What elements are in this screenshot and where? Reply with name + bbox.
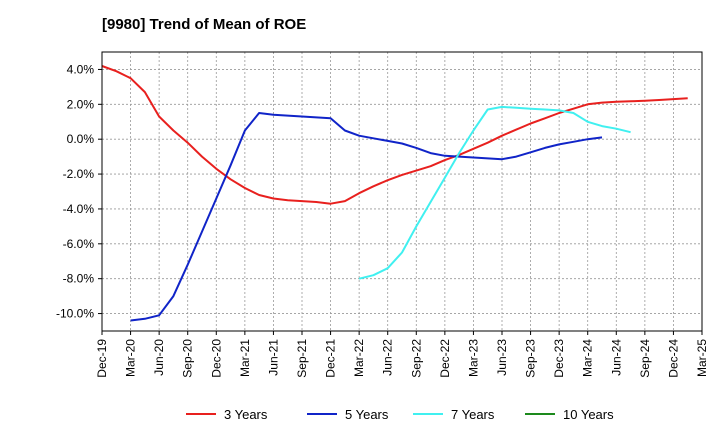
y-tick-label: -2.0% <box>63 167 95 181</box>
series-line-7-years <box>358 105 631 280</box>
legend-label: 7 Years <box>451 407 495 422</box>
series-layer <box>101 65 688 322</box>
x-tick-label: Jun-22 <box>381 339 395 376</box>
x-tick-label: Jun-20 <box>152 339 166 376</box>
legend-label: 10 Years <box>563 407 614 422</box>
x-tick-label: Dec-22 <box>438 339 452 378</box>
x-tick-label: Dec-23 <box>552 339 566 378</box>
x-tick-label: Jun-23 <box>495 339 509 376</box>
x-tick-label: Sep-23 <box>524 339 538 378</box>
x-tick-label: Mar-22 <box>352 339 366 377</box>
y-axis: 4.0% 2.0% 0.0% -2.0% -4.0% -6.0% -8.0% -10.0% <box>56 62 102 321</box>
y-tick-label: 0.0% <box>67 132 95 146</box>
y-tick-label: -8.0% <box>63 272 95 286</box>
y-tick-label: -10.0% <box>56 307 94 321</box>
x-tick-label: Jun-21 <box>266 339 280 376</box>
y-tick-label: -6.0% <box>63 237 95 251</box>
legend-label: 3 Years <box>224 407 268 422</box>
x-tick-label: Dec-21 <box>324 339 338 378</box>
x-tick-label: Dec-19 <box>95 339 109 378</box>
y-tick-label: 4.0% <box>67 62 95 76</box>
x-tick-label: Sep-22 <box>409 339 423 378</box>
x-tick-label: Mar-25 <box>695 339 709 377</box>
legend-label: 5 Years <box>345 407 389 422</box>
x-tick-label: Dec-20 <box>209 339 223 378</box>
x-axis: Dec-19 Mar-20 Jun-20 Sep-20 Dec-20 Mar-21 Jun-… <box>95 331 709 378</box>
x-tick-label: Mar-23 <box>466 339 480 377</box>
x-tick-label: Sep-20 <box>181 339 195 378</box>
x-tick-label: Sep-24 <box>638 339 652 378</box>
chart-title: [9980] Trend of Mean of ROE <box>102 16 306 33</box>
series-line-5-years <box>130 112 603 322</box>
x-tick-label: Mar-20 <box>124 339 138 377</box>
series-line-3-years <box>101 65 688 205</box>
plot-frame <box>101 51 703 332</box>
x-tick-label: Mar-21 <box>238 339 252 377</box>
x-tick-label: Dec-24 <box>666 339 680 378</box>
y-tick-label: 2.0% <box>67 97 95 111</box>
x-tick-label: Jun-24 <box>609 339 623 376</box>
plot-area <box>102 52 702 331</box>
grid <box>102 52 702 331</box>
x-tick-label: Sep-21 <box>295 339 309 378</box>
legend: 3 Years 5 Years 7 Years 10 Years <box>186 407 614 422</box>
x-tick-label: Mar-24 <box>581 339 595 377</box>
y-tick-label: -4.0% <box>63 202 95 216</box>
